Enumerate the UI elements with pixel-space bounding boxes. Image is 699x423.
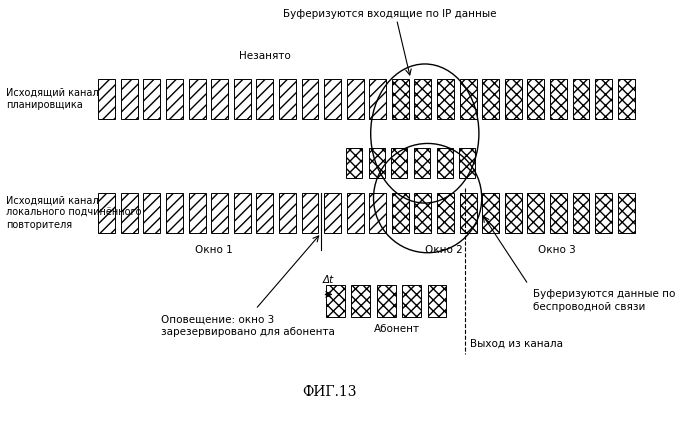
Text: Оповещение: окно 3
зарезервировано для абонента: Оповещение: окно 3 зарезервировано для а… [161, 314, 336, 337]
Bar [595, 79, 612, 118]
Text: Буферизуются данные по
беспроводной связи: Буферизуются данные по беспроводной связ… [533, 289, 675, 312]
Bar [99, 79, 115, 118]
Bar [459, 148, 475, 178]
Bar [527, 193, 545, 233]
Bar [505, 193, 521, 233]
Text: Окно 1: Окно 1 [195, 245, 233, 255]
Bar [189, 193, 206, 233]
Text: Окно 2: Окно 2 [425, 245, 463, 255]
Text: Выход из канала: Выход из канала [470, 339, 563, 349]
Bar [369, 148, 385, 178]
Text: Абонент: Абонент [373, 324, 419, 334]
Text: Окно 3: Окно 3 [538, 245, 575, 255]
Bar [505, 79, 521, 118]
Bar [143, 79, 160, 118]
Bar [257, 79, 273, 118]
Text: Исходящий канал
локального подчинённого
повторителя: Исходящий канал локального подчинённого … [6, 195, 142, 231]
Text: Исходящий канал
планировщика: Исходящий канал планировщика [6, 88, 99, 110]
Bar [369, 193, 387, 233]
Bar [437, 148, 452, 178]
Bar [572, 193, 589, 233]
Bar [482, 79, 499, 118]
Bar [121, 79, 138, 118]
Bar [324, 193, 341, 233]
Bar [279, 79, 296, 118]
Bar [414, 148, 430, 178]
Bar [326, 285, 345, 317]
Bar [550, 193, 567, 233]
Bar [437, 193, 454, 233]
Bar [391, 148, 408, 178]
Bar [352, 285, 370, 317]
Bar [618, 79, 635, 118]
Bar [99, 193, 115, 233]
Bar [143, 193, 160, 233]
Bar [166, 79, 183, 118]
Bar [377, 285, 396, 317]
Bar [527, 79, 545, 118]
Bar [233, 193, 251, 233]
Bar [550, 79, 567, 118]
Bar [279, 193, 296, 233]
Bar [460, 193, 477, 233]
Bar [392, 193, 409, 233]
Bar [415, 79, 431, 118]
Bar [437, 79, 454, 118]
Text: Δt: Δt [323, 275, 334, 285]
Bar [211, 193, 228, 233]
Bar [402, 285, 421, 317]
Bar [233, 79, 251, 118]
Bar [166, 193, 183, 233]
Bar [428, 285, 447, 317]
Bar [482, 193, 499, 233]
Bar [211, 79, 228, 118]
Bar [392, 79, 409, 118]
Bar [572, 79, 589, 118]
Bar [324, 79, 341, 118]
Text: Незанято: Незанято [239, 51, 291, 61]
Bar [460, 79, 477, 118]
Bar [301, 79, 319, 118]
Bar [189, 79, 206, 118]
Text: Буферизуются входящие по IP данные: Буферизуются входящие по IP данные [283, 9, 497, 19]
Bar [301, 193, 319, 233]
Bar [347, 193, 363, 233]
Bar [346, 148, 362, 178]
Bar [595, 193, 612, 233]
Text: ФИГ.13: ФИГ.13 [303, 385, 357, 399]
Bar [257, 193, 273, 233]
Bar [369, 79, 387, 118]
Bar [347, 79, 363, 118]
Bar [415, 193, 431, 233]
Bar [121, 193, 138, 233]
Bar [618, 193, 635, 233]
